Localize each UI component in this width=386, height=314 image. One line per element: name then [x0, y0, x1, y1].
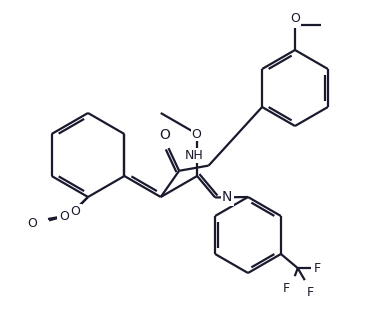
Text: F: F	[307, 286, 314, 299]
Text: O: O	[159, 128, 170, 142]
Text: O: O	[59, 210, 69, 224]
Text: O: O	[191, 127, 201, 140]
Text: F: F	[283, 282, 290, 295]
Text: O: O	[27, 217, 37, 230]
Text: N: N	[222, 191, 232, 204]
Text: O: O	[290, 12, 300, 25]
Text: O: O	[70, 205, 80, 218]
Text: F: F	[314, 262, 321, 275]
Text: NH: NH	[185, 149, 203, 162]
